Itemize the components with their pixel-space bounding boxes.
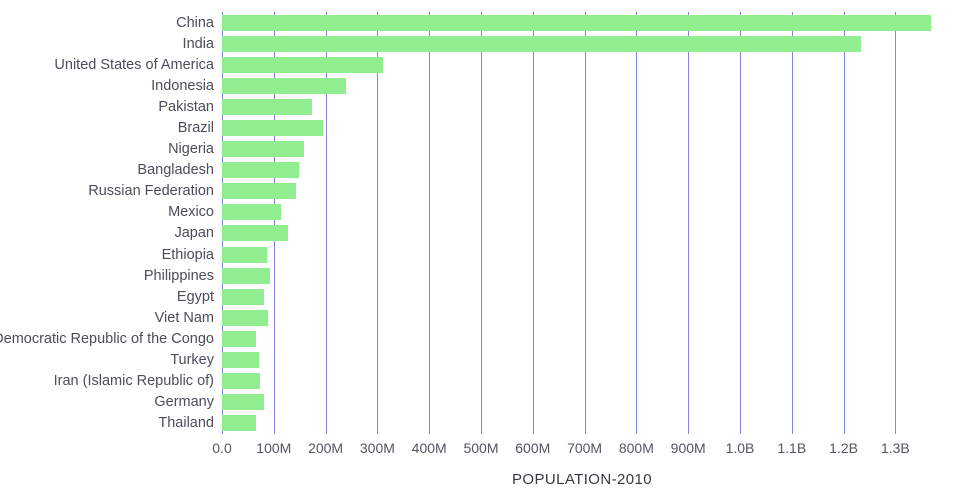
y-tick-label: China bbox=[176, 14, 214, 31]
gridline bbox=[688, 12, 690, 434]
bar-row bbox=[222, 139, 942, 160]
bar bbox=[222, 162, 299, 179]
gridline bbox=[480, 12, 482, 434]
x-tick-label: 300M bbox=[359, 440, 395, 456]
bar bbox=[222, 204, 282, 221]
bar bbox=[222, 35, 862, 52]
y-axis-labels: China India United States of America Indone… bbox=[0, 12, 214, 434]
bar bbox=[222, 352, 260, 368]
bar-row bbox=[222, 392, 942, 413]
plot-area bbox=[222, 12, 942, 434]
bar bbox=[222, 330, 257, 347]
bar-row bbox=[222, 12, 942, 33]
bar bbox=[222, 183, 297, 200]
y-tick-label: Mexico bbox=[168, 204, 214, 221]
bar-row bbox=[222, 265, 942, 286]
bar bbox=[222, 394, 265, 411]
bar-row bbox=[222, 307, 942, 328]
y-tick-label: Viet Nam bbox=[154, 309, 214, 326]
bar-row bbox=[222, 54, 942, 75]
y-tick-label: Pakistan bbox=[158, 98, 214, 115]
bar bbox=[222, 288, 264, 305]
y-tick-label: Iran (Islamic Republic of) bbox=[53, 373, 214, 390]
gridline bbox=[325, 12, 327, 434]
x-axis: 0.0 100M 200M 300M 400M 500M 600M 700M 800M 900M 1… bbox=[212, 440, 942, 460]
y-tick-label: Ethiopia bbox=[161, 246, 214, 263]
gridline bbox=[739, 12, 741, 434]
x-tick-label: 700M bbox=[567, 440, 603, 456]
x-tick-label: 1.0B bbox=[725, 440, 755, 456]
bar-row bbox=[222, 202, 942, 223]
bar-row bbox=[222, 371, 942, 392]
gridline bbox=[532, 12, 534, 434]
bar-row bbox=[222, 244, 942, 265]
bar bbox=[222, 14, 932, 31]
bar bbox=[222, 141, 304, 158]
gridline bbox=[273, 12, 275, 434]
x-tick-label: 900M bbox=[670, 440, 706, 456]
bar bbox=[222, 415, 257, 432]
x-tick-label: 1.1B bbox=[777, 440, 807, 456]
bar-row bbox=[222, 117, 942, 138]
bar-row bbox=[222, 413, 942, 434]
gridlines bbox=[222, 12, 942, 434]
x-axis-title: POPULATION-2010 bbox=[512, 471, 652, 488]
bar bbox=[222, 225, 289, 242]
gridline bbox=[377, 12, 379, 434]
y-tick-label: Democratic Republic of the Congo bbox=[0, 330, 214, 347]
x-tick-label: 200M bbox=[308, 440, 344, 456]
y-tick-label: Germany bbox=[154, 394, 214, 411]
y-tick-label: Brazil bbox=[177, 120, 214, 137]
bar-row bbox=[222, 33, 942, 54]
y-tick-label: Thailand bbox=[158, 415, 214, 432]
x-tick-label: 500M bbox=[463, 440, 499, 456]
y-tick-label: Russian Federation bbox=[88, 183, 214, 200]
bar bbox=[222, 98, 313, 115]
bar-row bbox=[222, 223, 942, 244]
bar-row bbox=[222, 328, 942, 349]
gridline bbox=[584, 12, 586, 434]
gridline bbox=[222, 12, 223, 434]
x-tick-label: 600M bbox=[515, 440, 551, 456]
bar bbox=[222, 119, 323, 136]
y-tick-label: Bangladesh bbox=[137, 162, 214, 179]
x-tick-label: 100M bbox=[256, 440, 292, 456]
bar bbox=[222, 77, 347, 94]
y-tick-label: India bbox=[182, 35, 214, 52]
gridline bbox=[843, 12, 845, 434]
bar bbox=[222, 309, 268, 326]
bar bbox=[222, 246, 268, 263]
x-tick-label: 1.3B bbox=[880, 440, 910, 456]
bar-row bbox=[222, 160, 942, 181]
bar-row bbox=[222, 181, 942, 202]
bar-row bbox=[222, 286, 942, 307]
x-tick-label: 800M bbox=[618, 440, 654, 456]
y-tick-label: Turkey bbox=[170, 352, 214, 369]
y-tick-label: Indonesia bbox=[151, 77, 214, 94]
gridline bbox=[636, 12, 638, 434]
y-tick-label: Egypt bbox=[176, 288, 214, 305]
y-tick-label: United States of America bbox=[54, 56, 214, 73]
x-tick-label: 0.0 bbox=[212, 440, 232, 456]
bar bbox=[222, 267, 271, 284]
bar bbox=[222, 56, 383, 73]
bar-row bbox=[222, 96, 942, 117]
gridline bbox=[791, 12, 793, 434]
y-tick-label: Philippines bbox=[143, 267, 214, 284]
gridline bbox=[429, 12, 431, 434]
bar-row bbox=[222, 75, 942, 96]
bar-series bbox=[222, 12, 942, 434]
y-tick-label: Nigeria bbox=[168, 141, 214, 158]
bar bbox=[222, 373, 261, 390]
bar-row bbox=[222, 350, 942, 371]
x-tick-label: 400M bbox=[411, 440, 447, 456]
gridline bbox=[895, 12, 897, 434]
y-tick-label: Japan bbox=[174, 225, 214, 242]
x-tick-label: 1.2B bbox=[829, 440, 858, 456]
